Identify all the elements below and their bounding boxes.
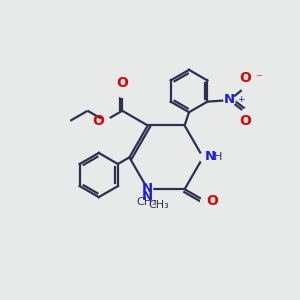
Text: O: O — [206, 194, 218, 208]
Text: N: N — [142, 190, 153, 203]
Text: CH₃: CH₃ — [149, 200, 170, 209]
Text: ⁻: ⁻ — [255, 72, 262, 86]
Text: N: N — [205, 150, 216, 163]
Text: H: H — [214, 152, 223, 162]
Text: O: O — [92, 114, 104, 128]
Text: O: O — [240, 114, 252, 128]
Text: N: N — [142, 182, 153, 195]
Text: O: O — [240, 71, 252, 85]
Text: CH₃: CH₃ — [137, 197, 158, 208]
Text: N: N — [224, 93, 235, 106]
Text: +: + — [237, 95, 244, 104]
Text: O: O — [116, 76, 128, 90]
